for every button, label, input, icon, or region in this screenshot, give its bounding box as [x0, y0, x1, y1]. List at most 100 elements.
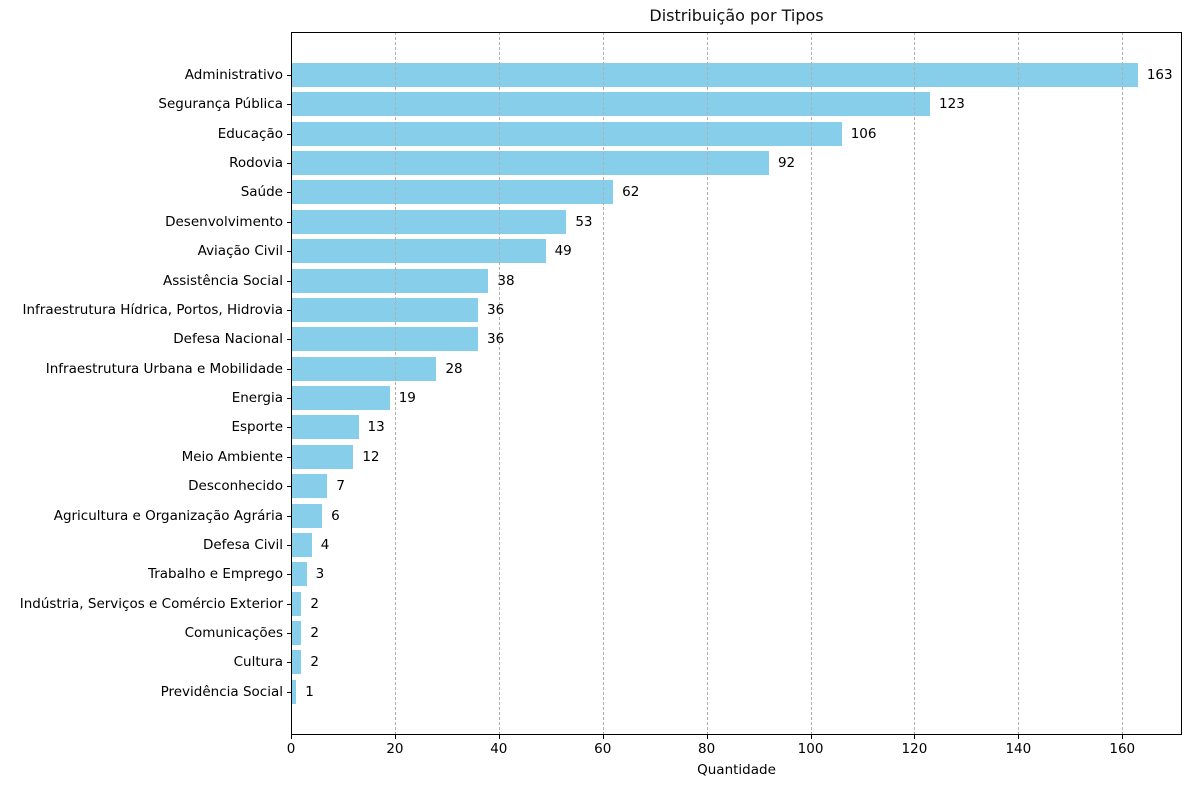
- y-tick-mark: [287, 427, 291, 429]
- x-tick-label: 140: [1005, 741, 1032, 757]
- y-tick-mark: [287, 75, 291, 76]
- y-tick-mark: [287, 603, 291, 605]
- category-label: Esporte: [231, 419, 283, 436]
- category-label: Segurança Pública: [158, 96, 283, 113]
- x-tick-label: 160: [1109, 741, 1136, 757]
- category-label: Defesa Civil: [202, 536, 283, 553]
- category-label: Meio Ambiente: [181, 448, 283, 465]
- bar-2: [291, 121, 842, 146]
- bar-8: [291, 297, 479, 322]
- x-tick-label: 120: [901, 741, 928, 757]
- x-tick-label: 40: [490, 741, 508, 757]
- gridline: [706, 32, 708, 735]
- bar-6: [291, 239, 546, 264]
- y-tick-mark: [287, 339, 291, 341]
- bar-value-label: 163: [1146, 67, 1173, 83]
- category-label: Previdência Social: [160, 683, 283, 700]
- x-tick-mark: [1122, 735, 1124, 739]
- bar-value-label: 53: [575, 213, 593, 230]
- bar-value-label: 6: [331, 507, 340, 524]
- bar-value-label: 28: [445, 360, 463, 377]
- bar-3: [291, 151, 769, 176]
- x-tick-mark: [291, 735, 292, 739]
- gridline: [498, 32, 500, 735]
- x-tick-label: 20: [386, 741, 404, 757]
- bar-value-label: 49: [554, 243, 572, 260]
- category-label: Trabalho e Emprego: [147, 566, 283, 583]
- x-tick-mark: [706, 735, 708, 739]
- y-tick-mark: [287, 368, 291, 370]
- category-label: Cultura: [233, 654, 283, 671]
- bar-15: [291, 503, 323, 528]
- x-tick-label: 80: [698, 741, 716, 757]
- bar-0: [291, 63, 1138, 87]
- bar-5: [291, 209, 567, 234]
- bar-17: [291, 562, 307, 587]
- y-tick-mark: [287, 574, 291, 576]
- bar-value-label: 123: [939, 96, 965, 113]
- y-tick-mark: [287, 192, 291, 194]
- y-tick-mark: [287, 221, 291, 223]
- y-tick-mark: [287, 662, 291, 664]
- bar-11: [291, 386, 390, 411]
- y-tick-mark: [287, 544, 291, 546]
- category-label: Comunicações: [184, 625, 283, 642]
- plot-area: 163 123 106 92 62 53 49 38 36 36 28 19 13 12 7 6 4 3 2 2 2 1: [291, 32, 1182, 735]
- gridline: [394, 32, 396, 735]
- bar-16: [291, 532, 312, 557]
- bar-value-label: 13: [367, 419, 385, 436]
- chart-title: Distribuição por Tipos: [649, 6, 824, 25]
- bar-value-label: 2: [310, 654, 319, 671]
- bar-value-label: 36: [487, 331, 505, 348]
- bar-value-label: 3: [315, 566, 325, 583]
- x-tick-label: 60: [594, 741, 612, 757]
- bar-9: [291, 327, 479, 352]
- x-tick-label: 0: [286, 741, 296, 757]
- bar-value-label: 92: [777, 155, 796, 172]
- category-label: Assistência Social: [162, 272, 283, 289]
- bar-value-label: 106: [850, 125, 877, 142]
- x-tick-mark: [810, 735, 812, 739]
- category-label: Desconhecido: [188, 478, 283, 495]
- category-label: Infraestrutura Hídrica, Portos, Hidrovia: [22, 301, 283, 318]
- x-tick-mark: [914, 735, 916, 739]
- x-tick-label: 100: [797, 741, 824, 757]
- bar-13: [291, 444, 354, 469]
- y-tick-mark: [287, 133, 291, 135]
- bar-value-label: 2: [310, 595, 319, 612]
- bar-value-label: 1: [305, 683, 314, 700]
- bar-value-label: 12: [362, 448, 380, 465]
- category-label: Aviação Civil: [197, 243, 283, 260]
- bar-14: [291, 474, 328, 499]
- y-tick-mark: [287, 515, 291, 517]
- x-tick-mark: [602, 735, 604, 739]
- bar-19: [291, 621, 302, 646]
- category-label: Desenvolvimento: [165, 213, 283, 230]
- bar-20: [291, 650, 302, 675]
- y-tick-mark: [287, 456, 291, 458]
- bar-value-label: 4: [320, 536, 330, 553]
- category-label: Rodovia: [229, 155, 283, 172]
- x-tick-mark: [1018, 735, 1020, 739]
- y-tick-mark: [287, 309, 291, 311]
- category-label: Energia: [231, 390, 283, 407]
- bar-10: [291, 356, 437, 381]
- category-label: Indústria, Serviços e Comércio Exterior: [19, 595, 283, 612]
- gridline: [810, 32, 812, 735]
- bar-value-label: 19: [398, 390, 416, 407]
- category-label: Agricultura e Organização Agrária: [53, 507, 283, 524]
- bar-21: [291, 679, 297, 704]
- y-tick-mark: [287, 163, 291, 165]
- y-tick-mark: [287, 486, 291, 488]
- gridline: [914, 32, 916, 735]
- y-tick-mark: [287, 398, 291, 400]
- bar-value-label: 62: [622, 184, 640, 201]
- gridline: [1122, 32, 1124, 735]
- y-tick-mark: [287, 633, 291, 635]
- y-tick-mark: [287, 280, 291, 282]
- category-label: Defesa Nacional: [173, 331, 283, 348]
- gridline: [1018, 32, 1020, 735]
- bar-12: [291, 415, 359, 440]
- category-label: Administrativo: [184, 67, 283, 83]
